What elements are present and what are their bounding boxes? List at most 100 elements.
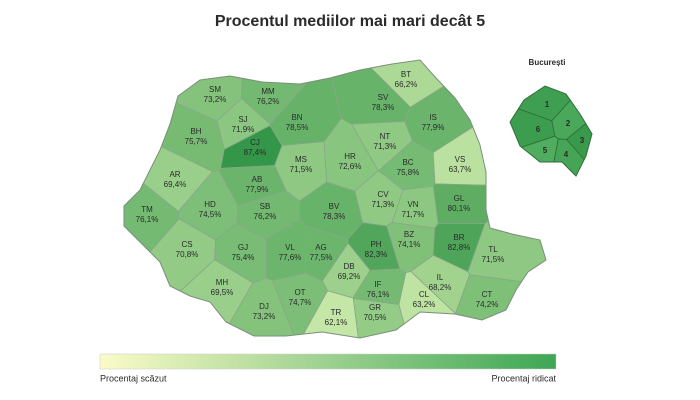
county-value: 63,7% [449, 165, 472, 174]
county-value: 82,8% [448, 243, 471, 252]
county-code: CS [181, 240, 192, 249]
sector-label: 5 [543, 146, 548, 155]
county-value: 74,1% [398, 240, 421, 249]
sector-label: 4 [564, 150, 569, 159]
legend-bar [99, 353, 557, 370]
county-value: 77,6% [279, 253, 302, 262]
county-value: 78,5% [286, 123, 309, 132]
county-code: BZ [404, 230, 414, 239]
county-code: IF [374, 280, 381, 289]
county [124, 67, 180, 338]
county-code: GR [369, 303, 381, 312]
county-code: BT [401, 70, 411, 79]
county-value: 66,2% [395, 80, 418, 89]
county-code: DJ [259, 302, 269, 311]
county-code: CJ [250, 138, 260, 147]
county-code: HD [204, 200, 216, 209]
sector-label: 3 [580, 136, 585, 145]
county-code: SV [378, 93, 389, 102]
county-value: 72,6% [339, 162, 362, 171]
map-title: Procentul mediilor mai mari decât 5 [215, 13, 485, 30]
county-value: 82,3% [365, 250, 388, 259]
county-value: 76,1% [136, 215, 159, 224]
county-value: 75,4% [232, 253, 255, 262]
county-value: 80,1% [448, 204, 471, 213]
county-code: BR [453, 233, 464, 242]
county-code: GL [454, 194, 465, 203]
county-code: VN [407, 200, 418, 209]
county-value: 76,1% [367, 290, 390, 299]
sector-label: 2 [566, 119, 571, 128]
county-code: SJ [238, 115, 247, 124]
county-value: 71,3% [372, 200, 395, 209]
county-value: 73,2% [204, 95, 227, 104]
county-code: MH [216, 278, 229, 287]
county-code: AR [169, 170, 180, 179]
county-code: IL [437, 273, 444, 282]
county-code: CV [377, 190, 389, 199]
county-value: 69,2% [338, 272, 361, 281]
county-code: TM [141, 205, 153, 214]
county-code: BC [402, 158, 413, 167]
county-value: 71,9% [232, 125, 255, 134]
inset-title: București [529, 58, 566, 67]
county-code: MS [295, 155, 307, 164]
county [185, 277, 298, 338]
county-value: 76,2% [257, 97, 280, 106]
county-value: 70,5% [364, 313, 387, 322]
inset-outline [509, 85, 593, 177]
county-value: 74,2% [476, 300, 499, 309]
county-code: MM [261, 87, 275, 96]
county-value: 62,1% [325, 318, 348, 327]
county-code: BN [291, 113, 302, 122]
county-code: OT [294, 288, 305, 297]
county-code: VS [455, 155, 466, 164]
county-code: IS [429, 113, 437, 122]
county-value: 77,9% [246, 185, 269, 194]
county-value: 75,7% [185, 137, 208, 146]
county-code: BV [329, 202, 340, 211]
county-code: HR [344, 152, 356, 161]
county-value: 74,5% [199, 210, 222, 219]
county-code: SB [260, 202, 271, 211]
county-value: 71,3% [374, 142, 397, 151]
county-value: 77,9% [422, 123, 445, 132]
sector-label: 1 [545, 100, 550, 109]
county-value: 71,5% [290, 165, 313, 174]
county-value: 76,2% [254, 212, 277, 221]
county-value: 73,2% [253, 312, 276, 321]
sector-label: 6 [536, 125, 541, 134]
county-value: 71,5% [482, 255, 505, 264]
legend-high: Procentaj ridicat [491, 373, 556, 383]
county-code: AG [315, 243, 327, 252]
county-code: VL [285, 243, 295, 252]
sector [565, 86, 592, 176]
county-value: 63,2% [413, 300, 436, 309]
county-code: BH [190, 127, 201, 136]
legend-low: Procentaj scăzut [100, 373, 167, 383]
county-code: CT [482, 290, 493, 299]
sector [510, 86, 592, 122]
county-code: GJ [238, 243, 248, 252]
country-outline [123, 59, 547, 339]
county-value: 74,7% [289, 298, 312, 307]
county-value: 87,4% [244, 148, 267, 157]
county-value: 78,3% [323, 212, 346, 221]
county-code: DB [343, 262, 354, 271]
county-code: NT [380, 132, 391, 141]
county-code: SM [209, 85, 221, 94]
county-code: CL [419, 290, 430, 299]
county-code: TL [488, 245, 498, 254]
county-value: 69,5% [211, 288, 234, 297]
county-code: AB [252, 175, 263, 184]
county-value: 75,8% [397, 168, 420, 177]
county-value: 71,7% [402, 210, 425, 219]
county-value: 77,5% [310, 253, 333, 262]
county-value: 78,3% [372, 103, 395, 112]
county-code: TR [331, 308, 342, 317]
sector [510, 86, 556, 176]
county-value: 69,4% [164, 180, 187, 189]
label-layer: SM73,2%MM76,2%BT66,2%SV78,3%SJ71,9%BN78,… [136, 70, 585, 327]
